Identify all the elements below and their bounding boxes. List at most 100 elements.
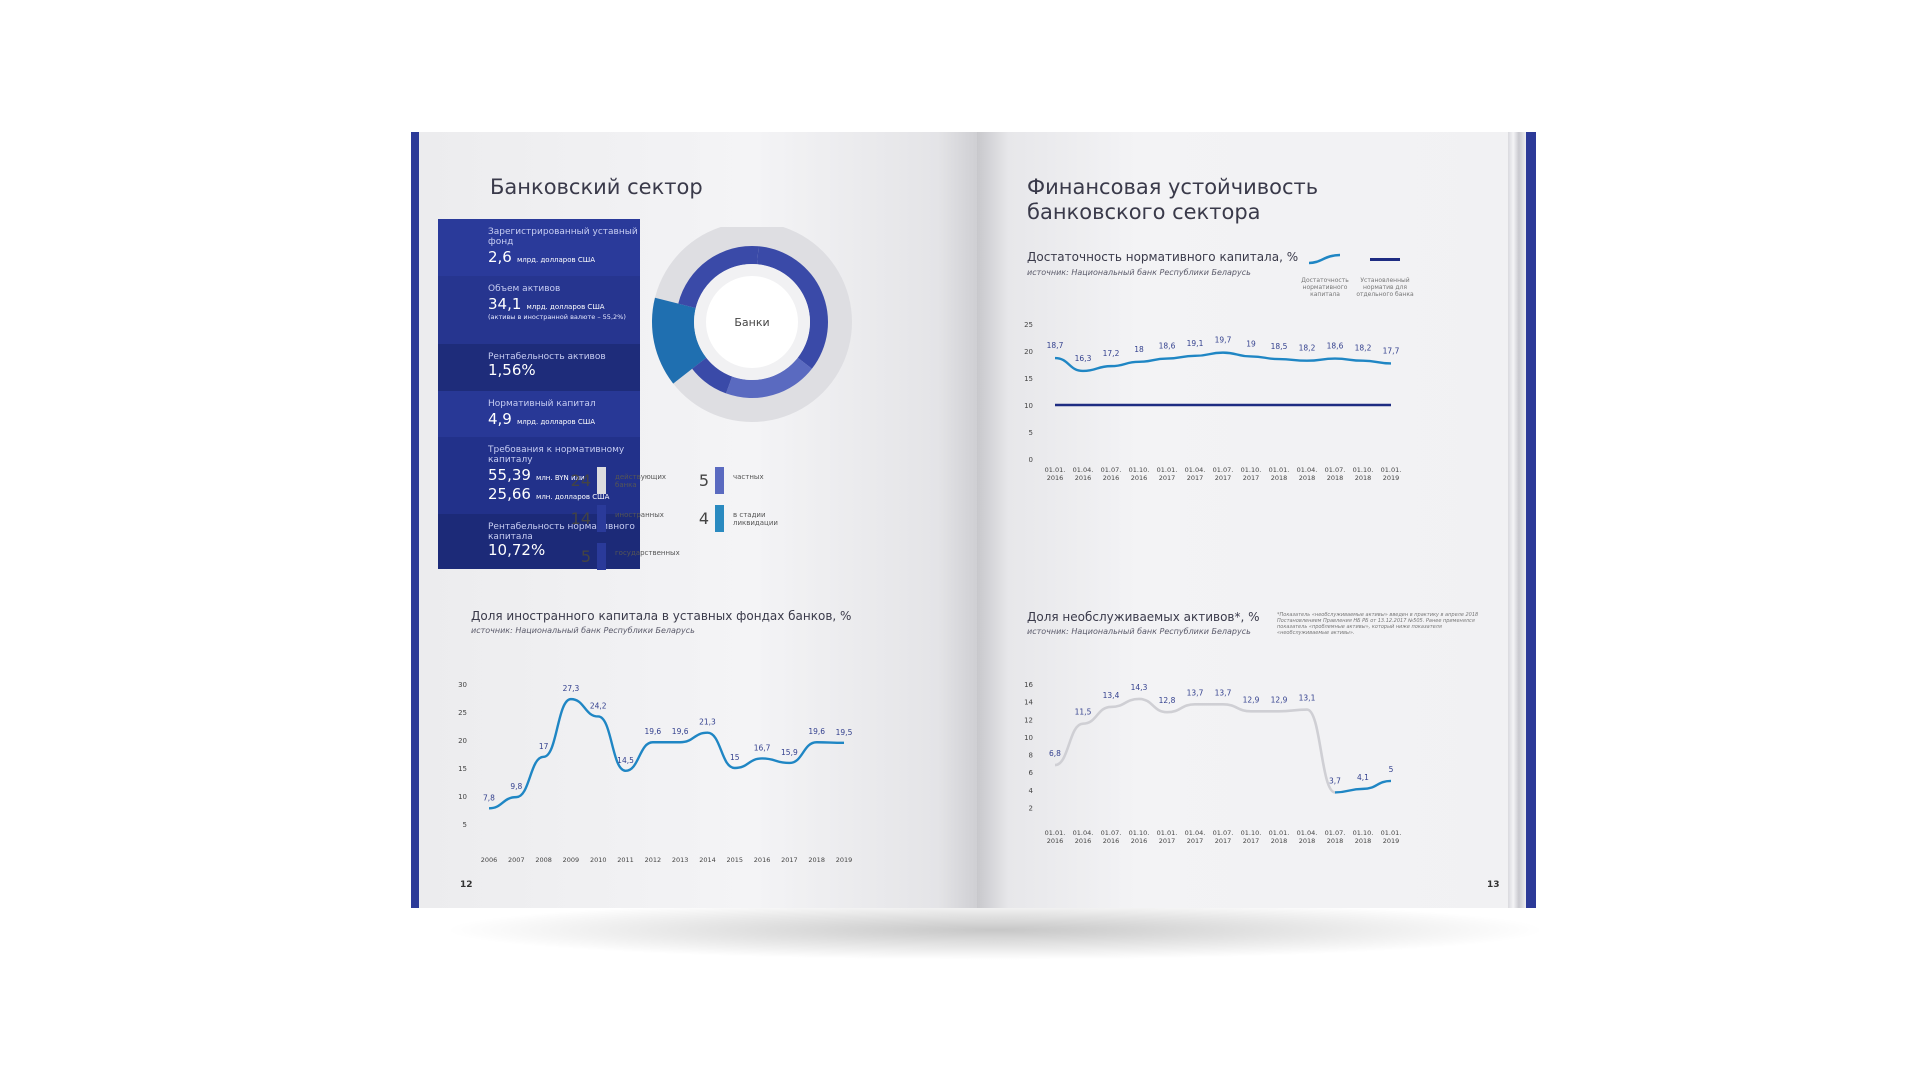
x-tick-label: 2016 <box>1075 474 1092 482</box>
stat-unit-2: млн. долларов США <box>536 493 610 501</box>
y-tick-label: 15 <box>458 765 467 773</box>
x-tick-label: 01.10. <box>1353 829 1374 837</box>
x-tick-label: 2017 <box>1215 474 1232 482</box>
right-title-line-1: Финансовая устойчивость <box>1027 175 1319 199</box>
y-tick-label: 8 <box>1029 752 1033 760</box>
x-tick-label: 2017 <box>1243 474 1260 482</box>
data-label: 18,5 <box>1271 342 1288 351</box>
legend-label: действующих банка <box>615 473 667 489</box>
right-page-title: Финансовая устойчивость банковского сект… <box>1027 175 1318 225</box>
y-tick-label: 16 <box>1024 681 1033 689</box>
x-tick-label: 01.04. <box>1297 829 1318 837</box>
data-label: 3,7 <box>1329 776 1341 785</box>
legend-swatch <box>715 467 724 494</box>
x-tick-label: 2019 <box>1383 837 1400 845</box>
stat-assets: Объем активов 34,1 млрд. долларов США (а… <box>438 276 640 344</box>
right-page: Финансовая устойчивость банковского сект… <box>977 132 1508 908</box>
stat-label: Зарегистрированный уставный фонд <box>488 227 638 247</box>
x-tick-label: 01.07. <box>1101 829 1122 837</box>
x-tick-label: 2018 <box>1299 474 1316 482</box>
stat-unit: млрд. долларов США <box>516 256 596 264</box>
y-tick-label: 12 <box>1024 716 1033 724</box>
npa-chart-title: Доля необслуживаемых активов*, % <box>1027 610 1260 624</box>
stats-panel: Зарегистрированный уставный фонд 2,6 млр… <box>438 219 640 569</box>
data-label: 18,7 <box>1047 341 1064 350</box>
capital-chart-source: источник: Национальный банк Республики Б… <box>1027 268 1251 277</box>
data-label: 19,6 <box>644 727 661 736</box>
x-tick-label: 2017 <box>1159 837 1176 845</box>
legend-label: частных <box>733 473 764 481</box>
x-tick-label: 2019 <box>836 856 853 864</box>
x-tick-label: 01.04. <box>1297 466 1318 474</box>
x-tick-label: 01.01. <box>1045 466 1066 474</box>
left-page: Банковский сектор Зарегистрированный уст… <box>419 132 977 908</box>
x-tick-label: 01.01. <box>1157 466 1178 474</box>
legend-count: 24 <box>570 471 591 490</box>
stat-value: 4,9 <box>488 410 512 428</box>
data-label: 19 <box>1246 339 1256 348</box>
data-label: 14,3 <box>1131 683 1148 692</box>
foreign-chart-source: источник: Национальный банк Республики Б… <box>471 626 695 635</box>
data-label: 16,3 <box>1075 354 1092 363</box>
npa-chart-source: источник: Национальный банк Республики Б… <box>1027 627 1251 636</box>
legend-label: государственных <box>615 549 680 557</box>
book-cover-right-edge <box>1526 132 1536 908</box>
capital-legend-label-1: Достаточность нормативного капитала <box>1301 277 1349 298</box>
x-tick-label: 01.10. <box>1129 466 1150 474</box>
capital-adequacy-chart: 051015202501.01.201601.04.201601.07.2016… <box>1024 321 1401 482</box>
x-tick-label: 2017 <box>1187 837 1204 845</box>
stat-roa: Рентабельность активов 1,56% <box>438 344 640 391</box>
x-tick-label: 2016 <box>1131 474 1148 482</box>
legend-count: 5 <box>580 547 591 566</box>
stat-note: (активы в иностранной валюте – 55,2%) <box>488 313 626 321</box>
data-label: 18,2 <box>1299 344 1316 353</box>
legend-count: 5 <box>698 471 709 490</box>
data-label: 15,9 <box>781 748 798 757</box>
x-tick-label: 2018 <box>1271 837 1288 845</box>
foreign-chart-title: Доля иностранного капитала в уставных фо… <box>471 609 852 623</box>
npa-line <box>1334 779 1392 794</box>
stat-value: 34,1 <box>488 295 522 313</box>
data-label: 13,4 <box>1103 691 1120 700</box>
data-label: 17,7 <box>1383 346 1400 355</box>
donut-segment-foreign <box>757 246 828 369</box>
x-tick-label: 01.04. <box>1185 466 1206 474</box>
x-tick-label: 01.04. <box>1073 466 1094 474</box>
npa-footnote: *Показатель «необслуживаемые активы» вве… <box>1277 612 1479 636</box>
x-tick-label: 01.07. <box>1325 829 1346 837</box>
stat-unit: млрд. долларов США <box>526 303 605 311</box>
x-tick-label: 2016 <box>1075 837 1092 845</box>
donut-segment-state <box>726 357 812 398</box>
y-tick-label: 20 <box>1024 348 1033 356</box>
data-label: 17,2 <box>1103 349 1120 358</box>
right-title-line-2: банковского сектора <box>1027 200 1261 224</box>
donut-segment-active <box>678 246 759 308</box>
stat-value: 10,72% <box>488 541 546 559</box>
y-tick-label: 6 <box>1029 769 1034 777</box>
data-label: 9,8 <box>510 782 522 791</box>
x-tick-label: 2014 <box>699 856 716 864</box>
x-tick-label: 2008 <box>535 856 552 864</box>
x-tick-label: 2018 <box>1355 837 1372 845</box>
legend-count: 4 <box>698 509 709 528</box>
x-tick-label: 2018 <box>1355 474 1372 482</box>
x-tick-label: 01.10. <box>1241 829 1262 837</box>
stat-regulatory-capital: Нормативный капитал 4,9 млрд. долларов С… <box>438 391 640 437</box>
stat-label: Рентабельность активов <box>488 352 606 362</box>
data-label: 18 <box>1134 345 1144 354</box>
data-label: 4,1 <box>1357 773 1369 782</box>
foreign-capital-chart: 5 10 15 20 25 30 2006 2007 2008 2009 2010 2011 2012 2… <box>458 681 853 864</box>
x-tick-label: 2017 <box>1187 474 1204 482</box>
x-tick-label: 2019 <box>1383 474 1400 482</box>
banks-donut-chart: Банки <box>651 227 852 422</box>
x-tick-label: 01.07. <box>1213 466 1234 474</box>
donut-segment-liquidation <box>652 297 707 384</box>
stat-label: Требования к нормативному капиталу <box>488 445 625 465</box>
stat-charter-fund: Зарегистрированный уставный фонд 2,6 млр… <box>438 219 640 276</box>
x-tick-label: 01.07. <box>1213 829 1234 837</box>
x-tick-label: 01.01. <box>1269 466 1290 474</box>
legend-label: иностранных <box>615 511 664 519</box>
x-tick-label: 01.10. <box>1241 466 1262 474</box>
page-number-left: 12 <box>460 880 473 890</box>
x-tick-label: 01.01. <box>1381 829 1402 837</box>
